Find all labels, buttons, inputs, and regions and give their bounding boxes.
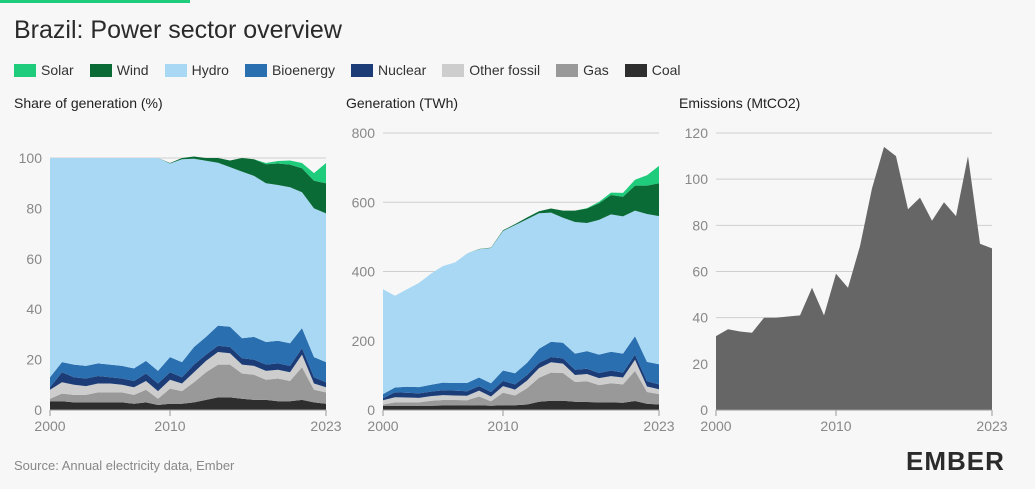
legend-label: Hydro: [191, 62, 229, 78]
legend-item-nuclear: Nuclear: [351, 62, 426, 78]
legend-item-hydro: Hydro: [164, 62, 229, 78]
share-area-bioenergy: [50, 325, 326, 388]
share-area-nuclear: [50, 345, 326, 392]
legend-item-wind: Wind: [89, 62, 149, 78]
generation-area-bioenergy: [383, 336, 659, 399]
generation-area-hydro: [383, 210, 659, 395]
generation-y-tick: 600: [352, 194, 376, 210]
legend-label: Solar: [41, 62, 74, 78]
generation-area-wind: [383, 183, 659, 296]
ember-logo: EMBER: [906, 446, 1005, 476]
emissions-x-tick: 2000: [700, 418, 731, 434]
emissions-x-tick: 2010: [820, 418, 851, 434]
legend-label: Coal: [651, 62, 681, 78]
share-y-tick: 20: [26, 352, 42, 368]
emissions-area-emissions: [716, 146, 992, 410]
legend-item-bioenergy: Bioenergy: [244, 62, 335, 78]
emissions-y-tick: 60: [692, 264, 708, 280]
share-area-gas: [50, 364, 326, 405]
legend-swatch: [244, 63, 267, 77]
emissions-y-tick: 100: [685, 171, 709, 187]
legend-swatch: [556, 63, 579, 77]
generation-area-other-fossil: [383, 359, 659, 405]
generation-y-tick: 800: [352, 125, 376, 141]
generation-x-tick: 2010: [487, 418, 518, 434]
legend-label: Bioenergy: [271, 62, 335, 78]
legend-swatch: [624, 63, 647, 77]
generation-area-nuclear: [383, 354, 659, 401]
legend-item-gas: Gas: [556, 62, 609, 78]
share-area-hydro: [50, 158, 326, 378]
generation-y-tick: 400: [352, 264, 376, 280]
share-y-tick: 100: [19, 150, 43, 166]
generation-y-tick: 0: [367, 402, 375, 418]
legend-label: Wind: [116, 62, 149, 78]
share-x-tick: 2010: [154, 418, 185, 434]
generation-y-tick: 200: [352, 333, 376, 349]
share-y-tick: 80: [26, 200, 42, 216]
legend-swatch: [442, 63, 465, 77]
share-y-tick: 40: [26, 301, 42, 317]
legend-label: Other fossil: [469, 62, 541, 78]
legend-swatch: [351, 63, 373, 77]
accent-bar: [0, 0, 190, 3]
page-title: Brazil: Power sector overview: [14, 16, 342, 44]
generation-panel-title: Generation (TWh): [346, 95, 459, 111]
legend: Solar Wind Hydro Bioenergy Nuclear Other…: [14, 62, 681, 78]
source-note: Source: Annual electricity data, Ember: [14, 458, 235, 473]
emissions-y-tick: 120: [685, 125, 709, 141]
legend-label: Nuclear: [378, 62, 427, 78]
share-y-tick: 60: [26, 251, 42, 267]
share-area-wind: [50, 156, 326, 214]
legend-swatch: [164, 63, 187, 77]
generation-x-tick: 2023: [643, 418, 674, 434]
legend-swatch: [14, 63, 36, 77]
emissions-x-tick: 2023: [976, 418, 1007, 434]
emissions-y-tick: 20: [692, 356, 708, 372]
legend-item-coal: Coal: [624, 62, 681, 78]
legend-item-solar: Solar: [14, 62, 74, 78]
share-area-other-fossil: [50, 352, 326, 399]
legend-item-other-fossil: Other fossil: [442, 62, 540, 78]
emissions-y-tick: 80: [692, 217, 708, 233]
legend-swatch: [89, 63, 112, 77]
generation-area-gas: [383, 370, 659, 406]
emissions-y-tick: 40: [692, 310, 708, 326]
share-x-tick: 2023: [310, 418, 341, 434]
generation-x-tick: 2000: [367, 418, 398, 434]
share-area-coal: [50, 397, 326, 410]
share-panel-title: Share of generation (%): [14, 95, 163, 111]
emissions-panel-title: Emissions (MtCO2): [679, 95, 801, 111]
legend-label: Gas: [583, 62, 609, 78]
generation-area-coal: [383, 400, 659, 410]
emissions-y-tick: 0: [700, 402, 708, 418]
share-y-tick: 0: [34, 402, 42, 418]
share-x-tick: 2000: [34, 418, 65, 434]
